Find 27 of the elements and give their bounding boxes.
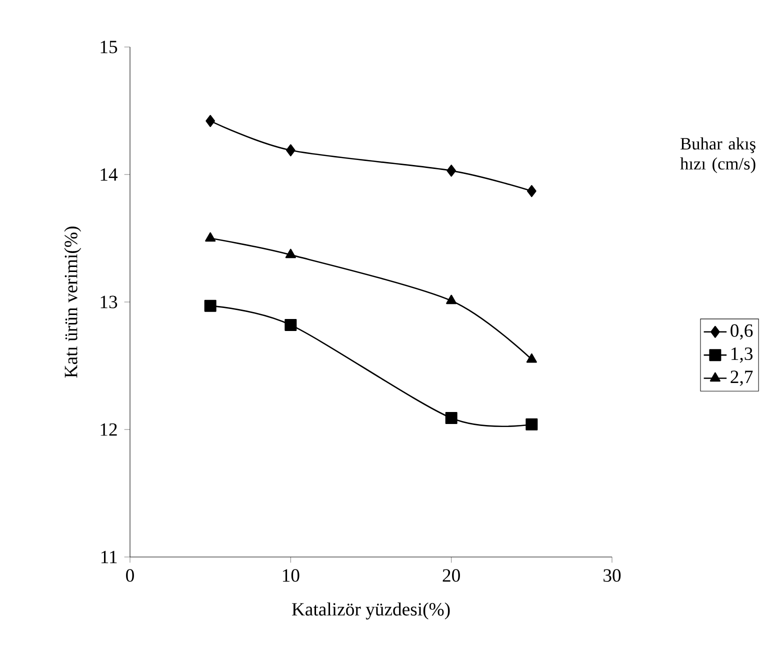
point bbox=[284, 318, 297, 331]
point bbox=[206, 114, 216, 127]
point bbox=[527, 185, 536, 198]
y-tick-label: 14 bbox=[100, 168, 118, 181]
point bbox=[285, 248, 296, 258]
point bbox=[526, 418, 538, 430]
y-tick-label: 15 bbox=[100, 40, 118, 54]
point bbox=[446, 164, 456, 177]
point bbox=[204, 300, 216, 312]
y-tick-label: 11 bbox=[101, 550, 117, 564]
legend-label: 0,6 bbox=[730, 324, 753, 340]
y-tick-label: 12 bbox=[100, 423, 117, 436]
point bbox=[205, 232, 216, 242]
x-tick-label: 0 bbox=[126, 569, 134, 582]
x-tick-label: 30 bbox=[604, 569, 621, 582]
legend-title: Buhar akış hızı (cm/s) bbox=[680, 137, 756, 174]
legend-label: 1,3 bbox=[732, 347, 753, 363]
x-axis-title: Katalizör yüzdesi(%) bbox=[292, 602, 450, 620]
point bbox=[446, 294, 457, 304]
x-tick-label: 20 bbox=[442, 569, 460, 582]
point bbox=[286, 144, 296, 156]
legend-label: 2,7 bbox=[730, 370, 753, 386]
y-axis-title: Katı ürün verimi(%) bbox=[64, 226, 82, 378]
y-tick-label: 13 bbox=[100, 296, 118, 308]
point bbox=[445, 412, 458, 424]
point bbox=[526, 353, 537, 363]
x-tick-label: 10 bbox=[282, 569, 300, 582]
